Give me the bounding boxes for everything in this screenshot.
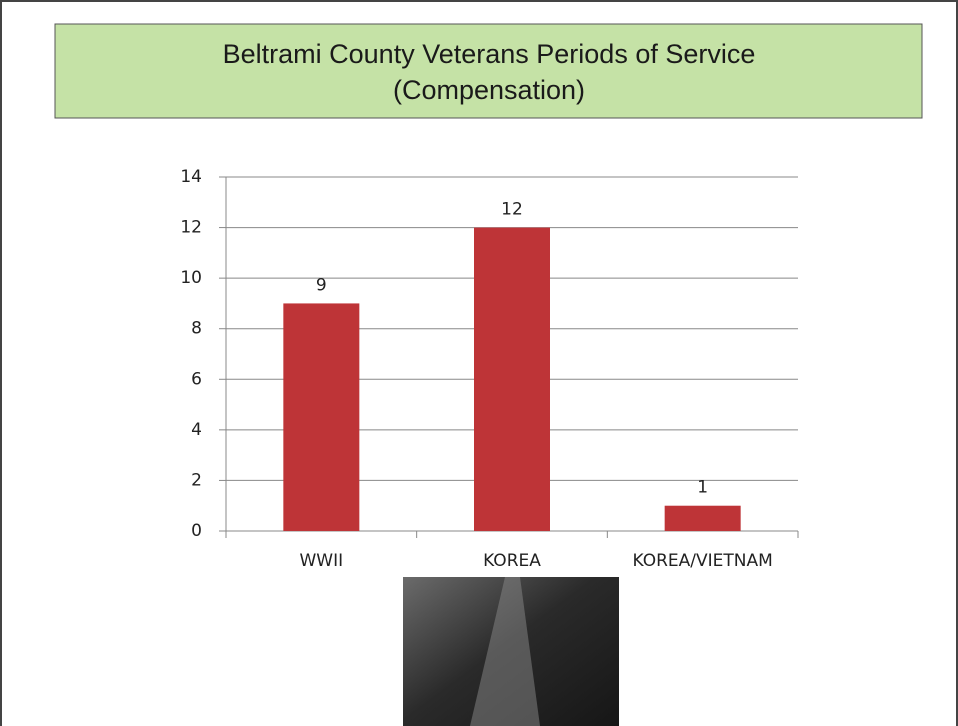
bar bbox=[474, 227, 550, 532]
x-tick-label: WWII bbox=[300, 551, 344, 571]
x-tick-label: KOREA/VIETNAM bbox=[633, 551, 773, 571]
y-tick-label: 8 bbox=[191, 319, 202, 339]
data-label: 1 bbox=[697, 478, 708, 498]
y-tick-label: 0 bbox=[191, 521, 202, 541]
y-tick-label: 10 bbox=[180, 268, 202, 288]
y-tick-label: 6 bbox=[191, 369, 202, 389]
title-box bbox=[54, 23, 923, 119]
chart-subtitle: (Compensation) bbox=[393, 75, 585, 105]
bar bbox=[664, 505, 741, 531]
data-label: 9 bbox=[316, 275, 327, 295]
chart-title: Beltrami County Veterans Periods of Serv… bbox=[223, 39, 756, 69]
y-tick-label: 12 bbox=[180, 218, 202, 238]
y-tick-label: 14 bbox=[180, 167, 202, 187]
x-tick-label: KOREA bbox=[483, 551, 541, 571]
data-label: 12 bbox=[501, 200, 523, 220]
bar bbox=[283, 303, 360, 531]
y-tick-label: 4 bbox=[191, 420, 202, 440]
y-tick-label: 2 bbox=[191, 470, 202, 490]
photo-road bbox=[470, 577, 540, 726]
